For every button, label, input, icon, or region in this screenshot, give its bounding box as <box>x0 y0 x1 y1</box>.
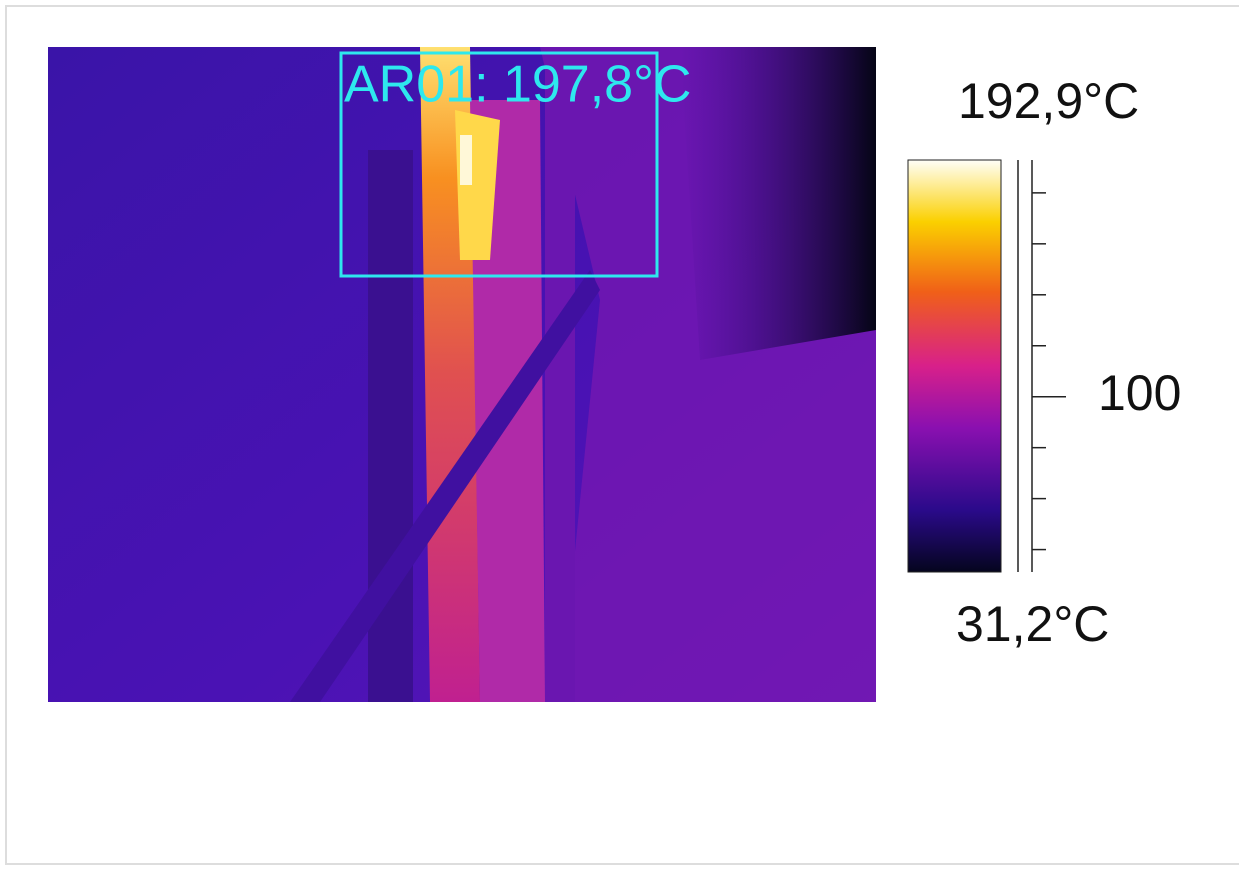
measure-label: AR01: 197,8°C <box>344 56 691 114</box>
thermal-report: AR01: 197,8°C 192,9°C 31,2°C 100 <box>0 0 1239 870</box>
color-bar <box>908 160 1001 572</box>
page: AR01: 197,8°C 192,9°C 31,2°C 100 <box>0 0 1239 870</box>
scale-max: 192,9°C <box>958 73 1139 129</box>
scale-min: 31,2°C <box>956 596 1109 652</box>
thermal-image <box>48 47 876 702</box>
tick-label: 100 <box>1098 365 1181 421</box>
